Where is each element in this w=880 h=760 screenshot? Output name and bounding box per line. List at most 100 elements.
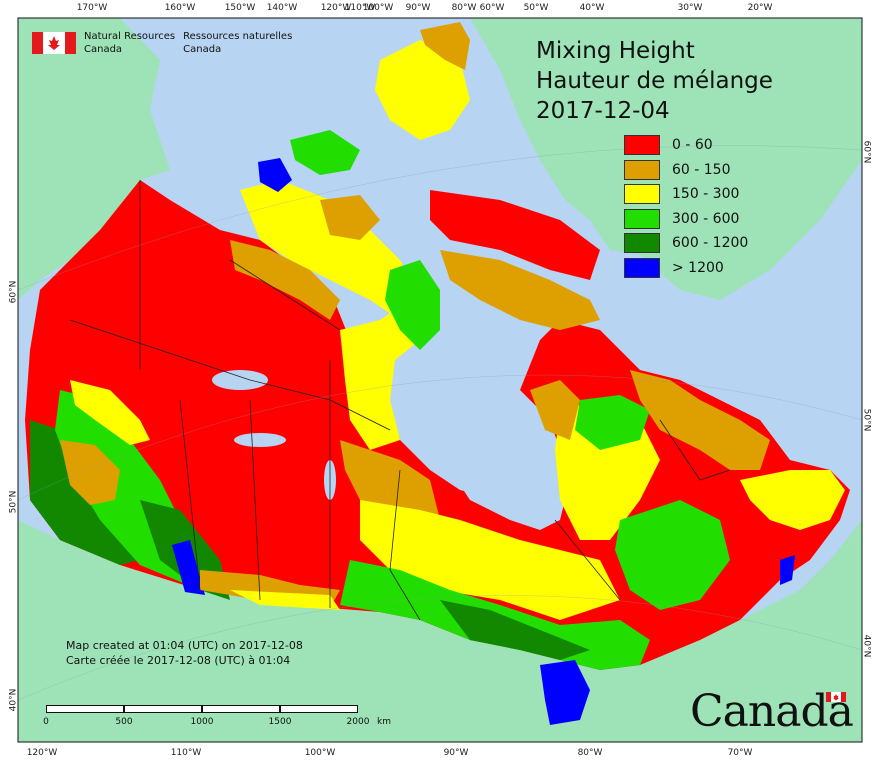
zone-bc-blue	[172, 540, 205, 595]
map-border	[17, 17, 863, 743]
graticule-left-label: 40°N	[8, 688, 19, 712]
graticule-top-label: 170°W	[76, 3, 108, 13]
agency-fr-line1: Ressources naturelles	[183, 31, 293, 42]
legend-label: 0 - 60	[672, 137, 713, 154]
province-borders	[69, 180, 731, 621]
hudson-bay	[390, 340, 540, 500]
legend-label: > 1200	[672, 259, 724, 276]
graticule-top-label: 90°W	[405, 3, 431, 13]
graticule-bottom-label: 110°W	[170, 748, 202, 758]
scale-label-1500: 1500	[268, 717, 292, 727]
credit-fr: Carte créée le 2017-12-08 (UTC) à 01:04	[66, 654, 291, 667]
legend-label: 150 - 300	[672, 186, 740, 203]
zone-south-yellow	[230, 590, 340, 610]
legend-label: 60 - 150	[672, 161, 731, 178]
zone-hudson-orange	[340, 440, 440, 520]
legend-swatch	[624, 184, 660, 205]
scale-segment-3	[202, 705, 280, 713]
wordmark-flag-icon	[826, 692, 846, 702]
greenland	[470, 18, 862, 300]
scale-label-500: 500	[115, 717, 133, 727]
scale-label-2000: 2000	[346, 717, 370, 727]
graticule-right-label: 40°N	[861, 634, 872, 658]
zone-ellesmere-yellow	[375, 40, 470, 140]
agency-en: Natural Resources Canada	[84, 30, 175, 56]
legend-row: 0 - 60	[624, 133, 748, 158]
graticule-top-label: 80°W	[451, 3, 477, 13]
graticule-left-label: 60°N	[8, 280, 19, 304]
graticule-bottom-label: 90°W	[443, 748, 469, 758]
zone-ontario-dark	[440, 600, 590, 660]
graticule-top-label: 140°W	[266, 3, 298, 13]
alaska	[18, 18, 170, 300]
agency-en-line2: Canada	[84, 44, 123, 55]
zone-quebec-green2	[615, 500, 730, 610]
legend-row: 150 - 300	[624, 182, 748, 207]
credits: Map created at 01:04 (UTC) on 2017-12-08…	[66, 638, 303, 668]
zone-hudson-yellow	[340, 300, 420, 450]
great-slave-lake	[234, 433, 286, 447]
zone-ellesmere-orange	[420, 22, 470, 70]
graticule-top-label: 60°W	[479, 3, 505, 13]
zone-arctic-islands-blue	[258, 158, 292, 192]
zone-ontario-yellow	[360, 500, 620, 620]
graticule-top-label: 50°W	[523, 3, 549, 13]
legend: 0 - 60 60 - 150 150 - 300 300 - 600 600 - 12…	[624, 133, 748, 280]
graticule-bottom-label: 80°W	[577, 748, 603, 758]
scale-segment-4	[280, 705, 358, 713]
graticule-bottom-label: 70°W	[727, 748, 753, 758]
title-date: 2017-12-04	[536, 98, 670, 124]
agency-fr-line2: Canada	[183, 44, 222, 55]
title-fr: Hauteur de mélange	[536, 68, 773, 94]
zone-baffin-orange	[440, 250, 600, 330]
legend-row: 60 - 150	[624, 158, 748, 183]
great-bear-lake	[212, 370, 268, 390]
legend-swatch	[624, 159, 660, 180]
graticule-bottom-label: 100°W	[304, 748, 336, 758]
agency-fr: Ressources naturelles Canada	[183, 30, 292, 56]
zone-maritimes-blue	[780, 555, 795, 585]
agency-en-line1: Natural Resources	[84, 31, 176, 42]
title-en: Mixing Height	[536, 38, 695, 64]
zone-great-lakes-blue	[540, 660, 590, 725]
scale-label-0: 0	[43, 717, 49, 727]
zone-arctic-yellow	[240, 180, 420, 320]
zone-arctic-islands-green	[290, 130, 360, 175]
graticule-top-label: 110°W	[344, 3, 376, 13]
graticule-left-label: 50°N	[8, 490, 19, 514]
graticule-top-label: 40°W	[579, 3, 605, 13]
legend-swatch	[624, 135, 660, 156]
zone-arctic-orange	[230, 240, 340, 320]
scale-segment-1	[46, 705, 124, 713]
graticule-right-label: 60°N	[861, 140, 872, 164]
scale-unit: km	[377, 717, 391, 727]
legend-row: 600 - 1200	[624, 231, 748, 256]
graticule-top-label: 160°W	[164, 3, 196, 13]
nrcan-header: Natural Resources Canada Ressources natu…	[32, 30, 292, 56]
zone-labrador-orange	[630, 370, 770, 470]
legend-label: 600 - 1200	[672, 235, 749, 252]
graticule-top-label: 120°W	[320, 3, 352, 13]
zone-arctic-islands-orange	[320, 195, 380, 240]
scale-label-1000: 1000	[190, 717, 214, 727]
graticule-top-label: 100°W	[362, 3, 394, 13]
scale-segment-2	[124, 705, 202, 713]
legend-swatch	[624, 233, 660, 254]
zone-maritimes-yellow	[740, 470, 845, 530]
zone-west-orange	[60, 440, 120, 505]
credit-en: Map created at 01:04 (UTC) on 2017-12-08	[66, 639, 303, 652]
canada-flag-icon	[32, 32, 76, 54]
graticule-top-label: 150°W	[224, 3, 256, 13]
graticule	[17, 145, 863, 701]
legend-swatch	[624, 257, 660, 278]
zone-arctic-green	[385, 260, 440, 350]
legend-row: > 1200	[624, 256, 748, 281]
graticule-top-label: 20°W	[747, 3, 773, 13]
graticule-right-label: 50°N	[861, 408, 872, 432]
zone-quebec-orange	[530, 380, 580, 440]
legend-label: 300 - 600	[672, 210, 740, 227]
zone-quebec-green	[575, 395, 650, 450]
zone-west-yellow	[70, 380, 150, 445]
